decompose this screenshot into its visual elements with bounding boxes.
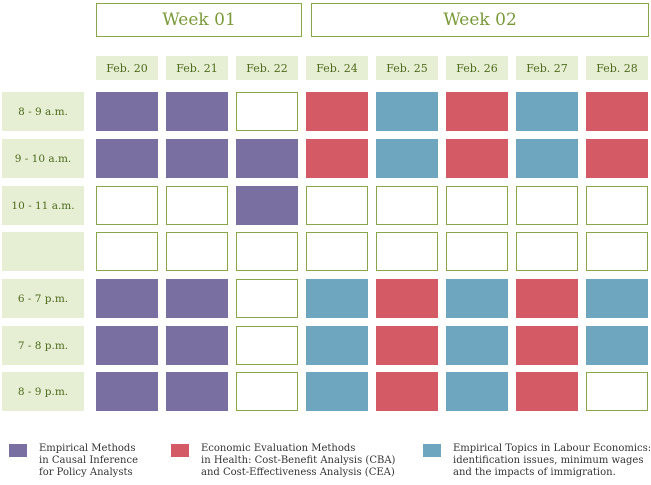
schedule-cell-course-2 xyxy=(586,92,648,131)
schedule-cell-empty xyxy=(236,232,298,271)
schedule-cell-course-1 xyxy=(96,326,158,365)
legend-line: Economic Evaluation Methods xyxy=(201,443,356,454)
schedule-cell-course-2 xyxy=(516,372,578,411)
schedule-cell-course-1 xyxy=(236,139,298,178)
schedule-cell-course-3 xyxy=(376,92,438,131)
time-slot-label: 7 - 8 p.m. xyxy=(2,326,84,365)
date-header: Feb. 24 xyxy=(306,56,368,80)
schedule-cell-empty xyxy=(586,232,648,271)
schedule-cell-course-1 xyxy=(166,326,228,365)
time-slot-label: 6 - 7 p.m. xyxy=(2,279,84,318)
schedule-cell-course-3 xyxy=(376,139,438,178)
schedule-cell-empty xyxy=(96,186,158,225)
schedule-cell-empty xyxy=(236,92,298,131)
schedule-cell-empty xyxy=(586,372,648,411)
legend-line: for Policy Analysts xyxy=(39,467,133,478)
schedule-cell-course-2 xyxy=(376,326,438,365)
legend-line: and the impacts of immigration. xyxy=(453,467,616,478)
schedule-cell-empty xyxy=(306,186,368,225)
schedule-cell-course-3 xyxy=(586,279,648,318)
legend-line: identification issues, minimum wages xyxy=(453,455,644,466)
week-01-header: Week 01 xyxy=(96,3,302,37)
time-slot-label xyxy=(2,232,84,271)
date-header: Feb. 28 xyxy=(586,56,648,80)
schedule-cell-empty xyxy=(236,326,298,365)
time-slot-label: 8 - 9 a.m. xyxy=(2,92,84,131)
schedule-cell-course-1 xyxy=(236,186,298,225)
schedule-cell-course-2 xyxy=(516,279,578,318)
legend-swatch xyxy=(9,444,27,457)
schedule-cell-course-3 xyxy=(446,326,508,365)
schedule-cell-empty xyxy=(446,186,508,225)
schedule-cell-empty xyxy=(376,232,438,271)
legend-text: Empirical Topics in Labour Economics: id… xyxy=(453,443,651,479)
legend-line: in Causal Inference xyxy=(39,455,139,466)
legend-line: in Health: Cost-Benefit Analysis (CBA) xyxy=(201,455,396,466)
schedule-cell-course-1 xyxy=(96,92,158,131)
schedule-cell-course-3 xyxy=(306,326,368,365)
schedule-cell-course-3 xyxy=(446,279,508,318)
legend-text: Economic Evaluation Methods in Health: C… xyxy=(201,443,395,479)
schedule-cell-course-1 xyxy=(96,139,158,178)
legend-swatch xyxy=(423,444,441,457)
week-02-header: Week 02 xyxy=(311,3,649,37)
schedule-cell-empty xyxy=(516,232,578,271)
schedule-cell-course-1 xyxy=(166,92,228,131)
schedule-cell-course-2 xyxy=(446,92,508,131)
schedule-cell-empty xyxy=(446,232,508,271)
schedule-cell-empty xyxy=(166,186,228,225)
legend-text: Empirical Methods in Causal Inference fo… xyxy=(39,443,138,479)
legend-swatch xyxy=(171,444,189,457)
schedule-cell-empty xyxy=(306,232,368,271)
date-header: Feb. 25 xyxy=(376,56,438,80)
schedule-cell-course-2 xyxy=(586,139,648,178)
schedule-cell-empty xyxy=(166,232,228,271)
schedule-cell-course-1 xyxy=(166,139,228,178)
schedule-cell-course-2 xyxy=(516,326,578,365)
schedule-cell-course-3 xyxy=(446,372,508,411)
schedule-cell-empty xyxy=(516,186,578,225)
date-header: Feb. 20 xyxy=(96,56,158,80)
schedule-cell-course-3 xyxy=(516,139,578,178)
schedule-cell-course-2 xyxy=(306,92,368,131)
schedule-cell-empty xyxy=(236,372,298,411)
time-slot-label: 9 - 10 a.m. xyxy=(2,139,84,178)
schedule-cell-empty xyxy=(96,232,158,271)
date-header: Feb. 27 xyxy=(516,56,578,80)
schedule-cell-empty xyxy=(236,279,298,318)
date-header: Feb. 26 xyxy=(446,56,508,80)
legend-line: Empirical Methods xyxy=(39,443,136,454)
legend-line: Empirical Topics in Labour Economics: xyxy=(453,443,651,454)
schedule-cell-course-1 xyxy=(166,279,228,318)
legend-line: and Cost-Effectiveness Analysis (CEA) xyxy=(201,467,395,478)
legend-item-economic-evaluation: Economic Evaluation Methods in Health: C… xyxy=(171,443,395,479)
date-header: Feb. 21 xyxy=(166,56,228,80)
schedule-cell-course-1 xyxy=(96,372,158,411)
schedule-cell-course-1 xyxy=(96,279,158,318)
schedule-cell-course-2 xyxy=(306,139,368,178)
time-slot-label: 8 - 9 p.m. xyxy=(2,372,84,411)
schedule-cell-course-3 xyxy=(306,279,368,318)
legend-item-labour-economics: Empirical Topics in Labour Economics: id… xyxy=(423,443,651,479)
schedule-cell-course-2 xyxy=(446,139,508,178)
schedule-cell-empty xyxy=(586,186,648,225)
schedule-cell-course-1 xyxy=(166,372,228,411)
date-header: Feb. 22 xyxy=(236,56,298,80)
schedule-cell-course-3 xyxy=(586,326,648,365)
schedule-cell-course-3 xyxy=(306,372,368,411)
schedule-cell-course-3 xyxy=(516,92,578,131)
schedule-cell-course-2 xyxy=(376,372,438,411)
schedule-cell-course-2 xyxy=(376,279,438,318)
schedule-cell-empty xyxy=(376,186,438,225)
time-slot-label: 10 - 11 a.m. xyxy=(2,186,84,225)
legend-item-causal-inference: Empirical Methods in Causal Inference fo… xyxy=(9,443,138,479)
